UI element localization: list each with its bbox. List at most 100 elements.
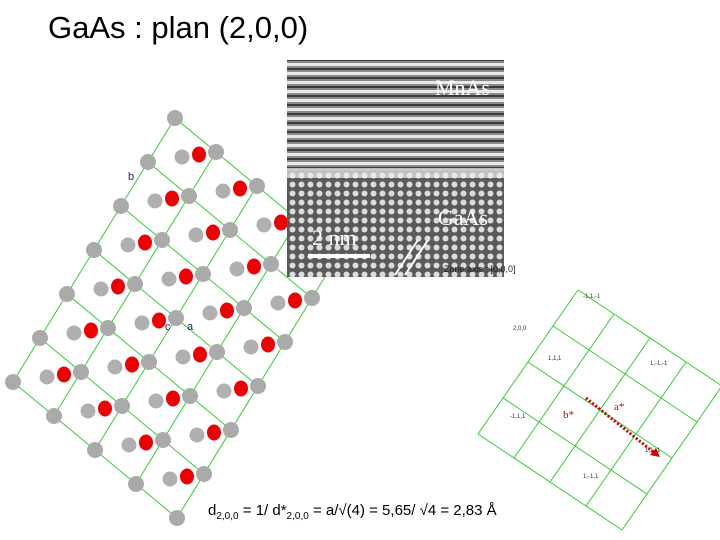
ga-atom [113, 198, 129, 214]
tem-gaas-region [287, 170, 504, 277]
ga-atom [147, 193, 163, 209]
reciprocal-line [585, 361, 687, 507]
ga-atom [100, 320, 116, 336]
ga-atom [277, 334, 293, 350]
ga-atom [182, 388, 198, 404]
ga-atom [32, 330, 48, 346]
scale-bar-label: 2 nm [312, 225, 357, 250]
ga-atom [39, 369, 55, 385]
formula-part: d [208, 502, 217, 519]
as-atom [234, 380, 248, 397]
crystal-lattice: b c a [5, 110, 347, 526]
ga-atom [189, 427, 205, 443]
ga-atom [161, 271, 177, 287]
node-label: -1,1,1 [510, 414, 526, 420]
as-atom [193, 346, 207, 363]
ga-atom [141, 354, 157, 370]
zone-axis: Zone axis : [0,0,0] [444, 264, 516, 274]
axis-label: a [187, 321, 194, 333]
ga-atom [80, 403, 96, 419]
ga-atom [140, 154, 156, 170]
reciprocal-line [549, 337, 651, 483]
ga-atom [175, 349, 191, 365]
as-atom [233, 180, 247, 197]
ga-atom [243, 339, 259, 355]
ga-atom [208, 144, 224, 160]
ga-atom [128, 476, 144, 492]
node-label: 1,-1,1 [583, 474, 599, 480]
as-atom [207, 424, 221, 441]
ga-atom [93, 281, 109, 297]
formula-part: = a/√(4) = 5,65/ √4 = 2,83 Å [308, 502, 497, 519]
as-atom [247, 258, 261, 275]
vector-label: b* [563, 409, 574, 421]
ga-atom [304, 290, 320, 306]
as-atom [138, 234, 152, 251]
ga-atom [120, 237, 136, 253]
formula: d2,0,0 = 1/ d*2,0,0 = a/√(4) = 5,65/ √4 … [208, 502, 497, 522]
ga-atom [46, 408, 62, 424]
ga-atom [114, 398, 130, 414]
as-atom [125, 356, 139, 373]
tem-top-label: MnAs [435, 75, 490, 100]
ga-atom [202, 305, 218, 321]
ga-atom [216, 383, 232, 399]
as-atom [111, 278, 125, 295]
node-label: -1,1,-1 [583, 294, 601, 300]
as-atom [192, 146, 206, 163]
vector-arrow [585, 396, 658, 457]
as-atom [139, 434, 153, 451]
ga-atom [121, 437, 137, 453]
as-atom [84, 322, 98, 339]
ga-atom [222, 222, 238, 238]
as-atom [288, 292, 302, 309]
node-label: 1,-1,-1 [650, 361, 668, 367]
as-atom [57, 366, 71, 383]
reciprocal-line [513, 313, 615, 459]
ga-atom [229, 261, 245, 277]
vector-label: a* [614, 401, 624, 413]
as-atom [220, 302, 234, 319]
ga-atom [107, 359, 123, 375]
as-atom [98, 400, 112, 417]
ga-atom [263, 256, 279, 272]
ga-atom [134, 315, 150, 331]
ga-atom [181, 188, 197, 204]
axis-label: c [165, 321, 171, 333]
ga-atom [236, 300, 252, 316]
ga-atom [195, 266, 211, 282]
ga-atom [250, 378, 266, 394]
tem-mnas-region [287, 60, 504, 170]
tem-image: MnAs GaAs 2 nm [287, 60, 504, 277]
as-atom [206, 224, 220, 241]
reciprocal-lattice: -1,1,-12,0,01,1,11,-1,-1-1,1,11,1,-11,-1… [477, 289, 720, 531]
ga-atom [127, 276, 143, 292]
ga-atom [73, 364, 89, 380]
formula-part: = 1/ d* [238, 502, 287, 519]
axis-label: b [128, 171, 134, 183]
reciprocal-line [477, 289, 579, 435]
tem-bottom-label: GaAs [438, 205, 488, 230]
reciprocal-line [621, 388, 720, 531]
node-label: 1,1,1 [548, 356, 562, 362]
as-atom [261, 336, 275, 353]
arrow-head [650, 448, 660, 457]
ga-atom [169, 510, 185, 526]
ga-atom [174, 149, 190, 165]
ga-atom [223, 422, 239, 438]
ga-atom [86, 242, 102, 258]
ga-atom [249, 178, 265, 194]
ga-atom [155, 432, 171, 448]
as-atom [165, 190, 179, 207]
title: GaAs : plan (2,0,0) [48, 10, 309, 45]
interface [287, 168, 504, 178]
ga-atom [154, 232, 170, 248]
ga-atom [209, 344, 225, 360]
ga-atom [87, 442, 103, 458]
reciprocal-line [577, 289, 720, 386]
formula-sub: 2,0,0 [286, 511, 309, 522]
mark [394, 239, 419, 276]
ga-atom [66, 325, 82, 341]
ga-atom [256, 217, 272, 233]
formula-sub: 2,0,0 [216, 511, 239, 522]
